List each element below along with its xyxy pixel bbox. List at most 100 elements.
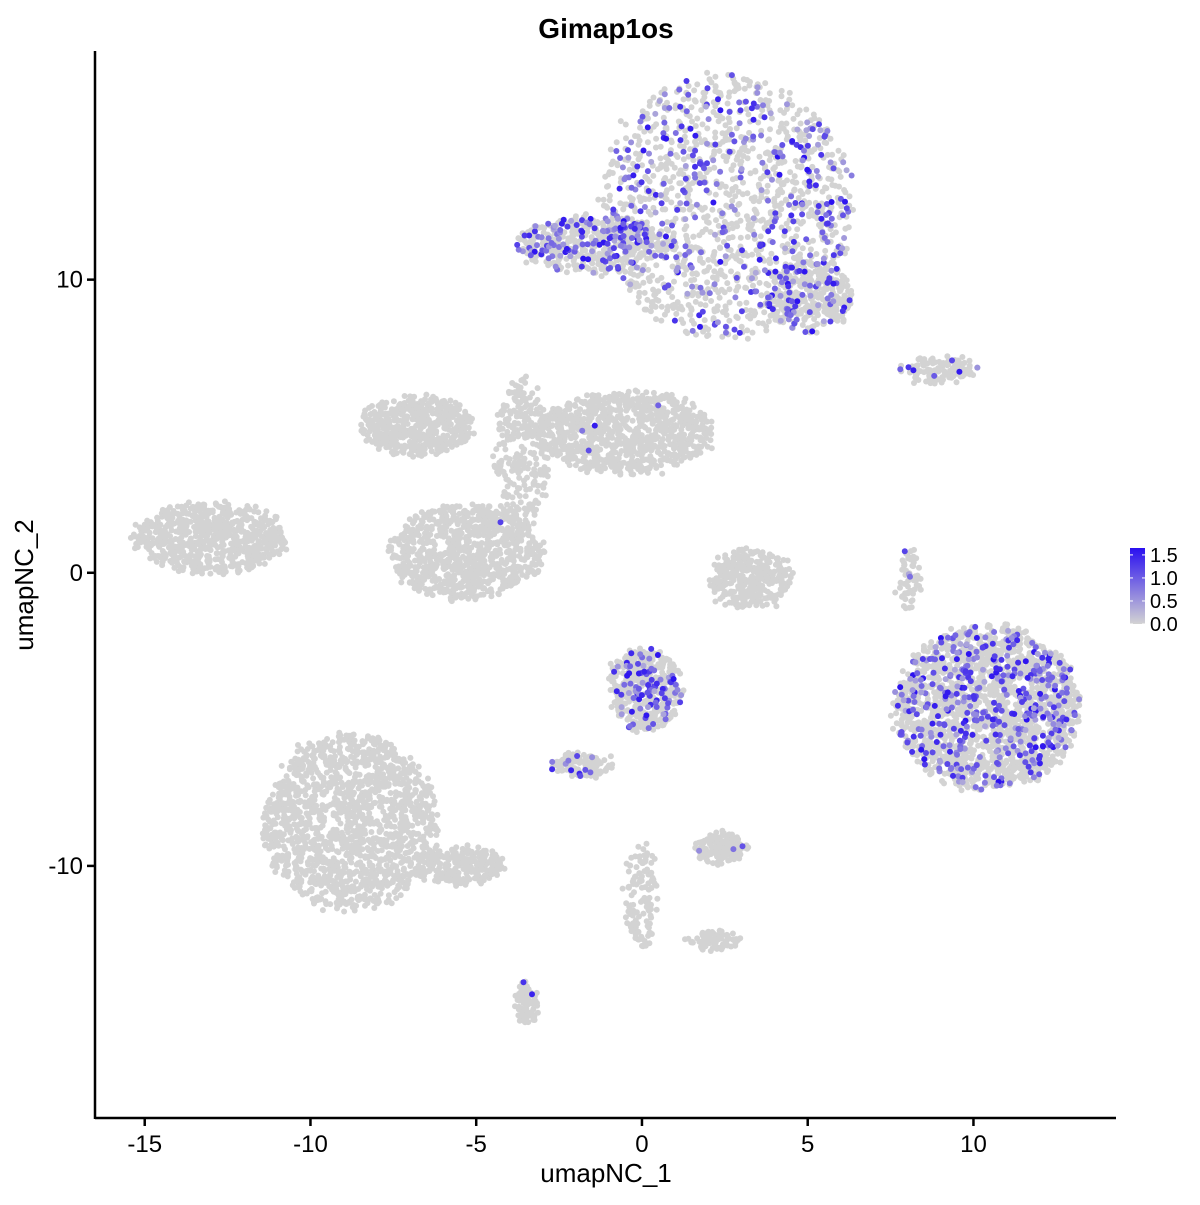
cell-point xyxy=(598,251,605,258)
cell-point xyxy=(778,87,785,94)
cell-point xyxy=(841,274,847,281)
cell-point xyxy=(534,544,541,551)
cell-point xyxy=(691,320,697,327)
cell-point xyxy=(522,493,529,500)
cell-point xyxy=(687,431,694,438)
cell-point xyxy=(699,259,706,266)
cell-point xyxy=(540,484,547,491)
cell-point xyxy=(698,139,705,146)
cell-point xyxy=(671,443,678,450)
cell-point xyxy=(516,474,523,481)
cell-point xyxy=(661,86,668,93)
cell-point xyxy=(655,418,662,425)
cell-point xyxy=(836,168,843,175)
cell-point xyxy=(515,535,522,542)
cell-point xyxy=(734,223,741,230)
cell-point xyxy=(207,570,214,577)
cell-point xyxy=(725,115,732,122)
cell-point xyxy=(652,462,659,469)
cell-point xyxy=(468,589,475,596)
cell-point xyxy=(524,465,531,472)
cell-point xyxy=(417,418,424,425)
cell-point xyxy=(736,300,743,307)
cell-point xyxy=(833,293,840,300)
cell-point xyxy=(617,118,624,125)
cell-point xyxy=(636,415,643,422)
cell-point xyxy=(400,401,407,408)
cell-point xyxy=(493,446,500,453)
cell-point xyxy=(598,273,605,280)
cell-point xyxy=(815,294,822,301)
cell-point xyxy=(717,245,724,252)
cell-point xyxy=(439,517,446,523)
cell-point xyxy=(642,403,649,410)
cell-point xyxy=(475,551,482,558)
cell-point xyxy=(606,457,613,464)
cell-point xyxy=(431,397,438,404)
cell-point xyxy=(669,294,676,300)
cell-point xyxy=(546,260,553,267)
cell-point xyxy=(445,535,452,542)
cell-point xyxy=(714,236,721,243)
cell-point xyxy=(746,129,753,136)
cell-point xyxy=(680,96,687,103)
cell-point xyxy=(476,508,483,515)
cell-point xyxy=(678,426,685,433)
cell-point xyxy=(613,456,620,463)
cell-point xyxy=(538,449,545,455)
cell-point xyxy=(697,255,704,262)
cell-point xyxy=(651,292,658,298)
cell-point xyxy=(594,393,601,400)
cell-point xyxy=(733,156,740,163)
cell-point xyxy=(560,417,567,423)
cell-point xyxy=(670,416,677,423)
cell-point xyxy=(417,559,423,566)
cell-point xyxy=(394,423,401,430)
cell-point xyxy=(432,584,439,591)
cell-point xyxy=(775,177,782,184)
cell-point xyxy=(456,415,463,421)
cell-point xyxy=(743,106,750,113)
cell-point xyxy=(659,470,666,477)
cell-point xyxy=(562,411,569,418)
cell-point xyxy=(464,561,471,568)
cell-point xyxy=(665,238,672,245)
cell-point xyxy=(712,191,719,198)
cell-point xyxy=(409,416,416,423)
cell-point xyxy=(507,436,514,443)
cell-point xyxy=(653,411,660,418)
cell-point xyxy=(750,282,756,289)
cell-point xyxy=(763,323,770,330)
cell-point xyxy=(531,511,538,518)
cell-point xyxy=(611,423,618,430)
cell-point xyxy=(472,524,479,531)
cell-point xyxy=(490,453,497,460)
cell-point xyxy=(428,448,435,455)
cell-point xyxy=(802,314,809,321)
cell-point xyxy=(436,413,443,420)
cell-point xyxy=(829,232,836,238)
cell-point xyxy=(732,254,739,261)
cell-point xyxy=(391,436,398,443)
cell-point xyxy=(744,190,751,197)
cell-point xyxy=(757,175,764,182)
cell-point xyxy=(682,395,689,402)
cell-point xyxy=(731,88,738,95)
cell-point xyxy=(623,452,630,459)
cell-point xyxy=(462,413,469,420)
cell-point xyxy=(843,245,850,252)
cell-point xyxy=(493,552,500,559)
cell-point xyxy=(734,211,741,218)
cell-point xyxy=(724,280,731,287)
cell-point xyxy=(454,518,461,525)
cell-point xyxy=(645,427,652,434)
cell-point xyxy=(423,523,430,530)
cell-point xyxy=(444,412,451,419)
cell-point xyxy=(590,255,597,262)
cell-point xyxy=(711,308,718,315)
cell-point xyxy=(639,396,646,402)
cell-point xyxy=(639,457,646,464)
cell-point xyxy=(717,90,724,96)
cell-point xyxy=(537,550,544,557)
cell-point xyxy=(523,573,530,580)
